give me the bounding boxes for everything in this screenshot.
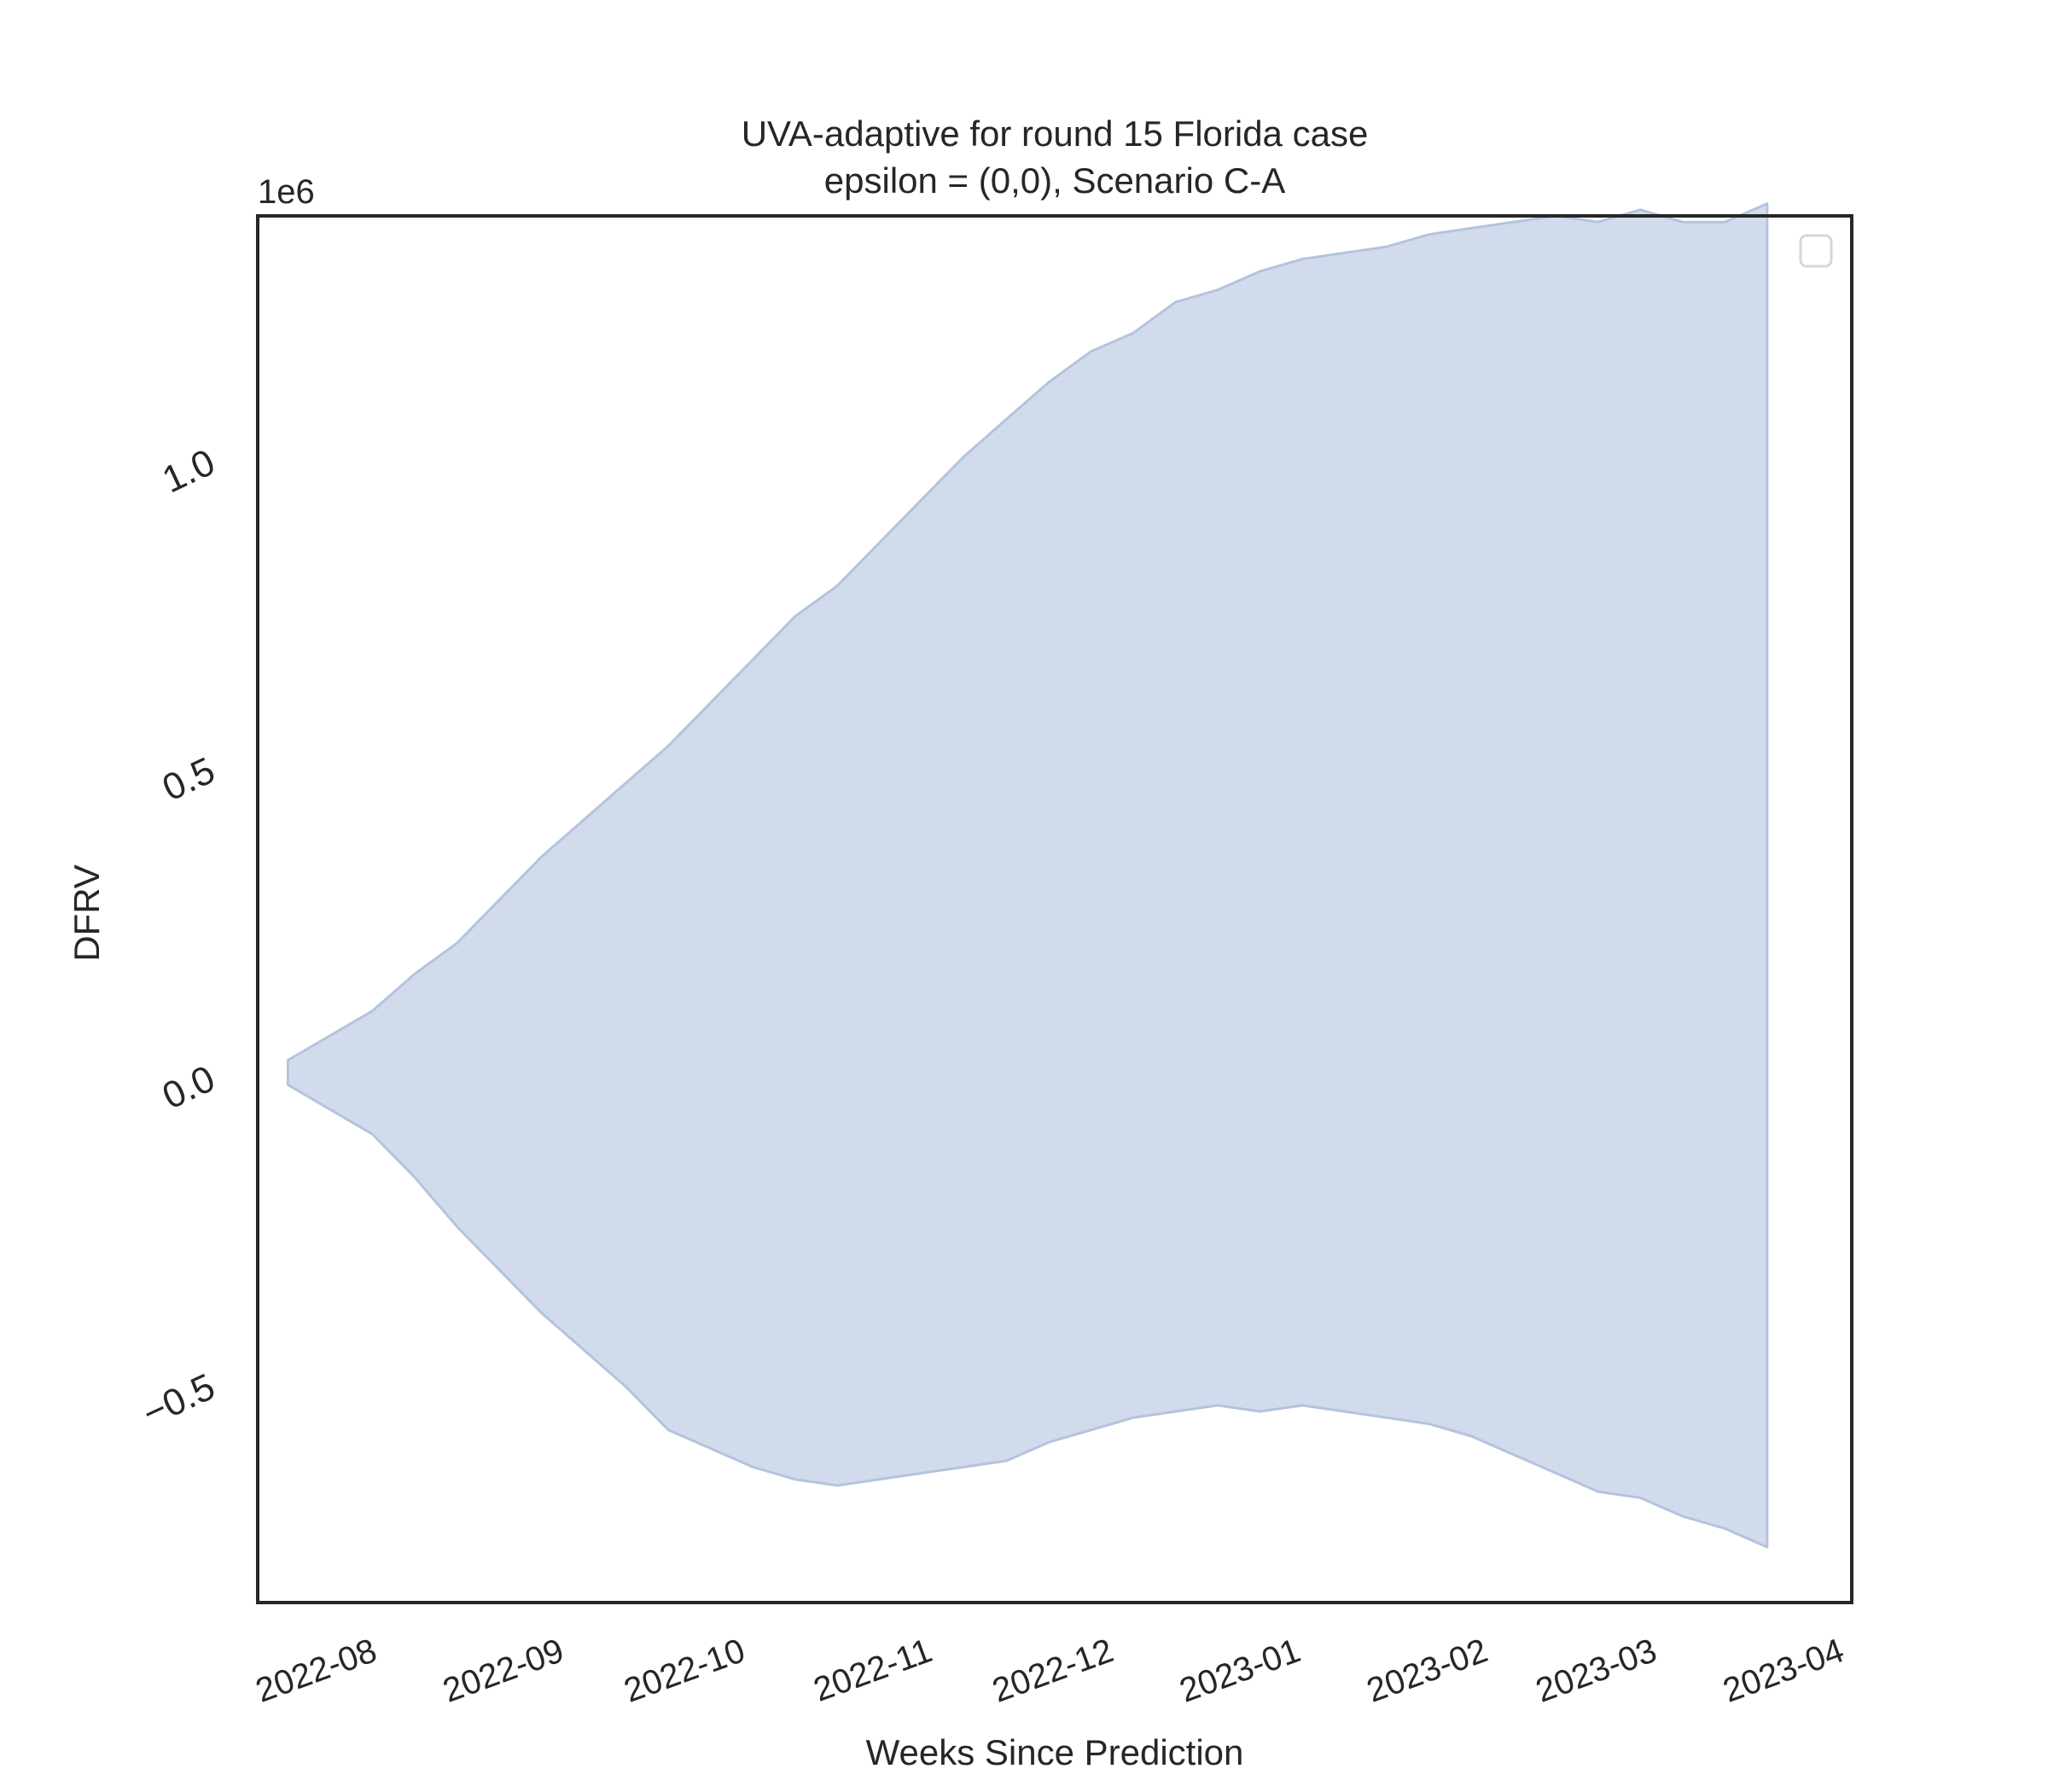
legend-box — [1799, 234, 1833, 268]
prediction-band-area — [286, 202, 1769, 1549]
chart-title-line-1: UVA-adaptive for round 15 Florida case — [742, 113, 1369, 154]
plot-area — [286, 202, 1769, 1549]
y-axis-label: DFRV — [67, 864, 107, 962]
y-offset-label: 1e6 — [258, 173, 315, 211]
chart-title-line-2: epsilon = (0,0), Scenario C-A — [824, 160, 1285, 201]
x-axis-label: Weeks Since Prediction — [866, 1732, 1244, 1772]
chart-title: UVA-adaptive for round 15 Florida case e… — [742, 113, 1369, 201]
plot-frame — [256, 214, 1853, 1604]
